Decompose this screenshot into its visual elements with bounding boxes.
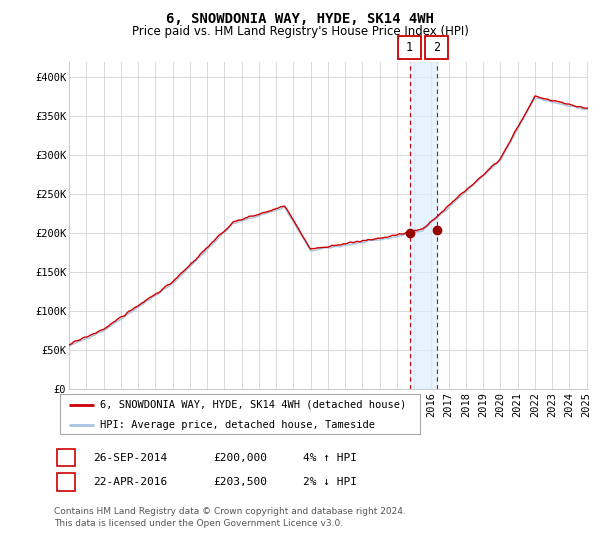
Text: Contains HM Land Registry data © Crown copyright and database right 2024.
This d: Contains HM Land Registry data © Crown c…: [54, 507, 406, 528]
Text: 6, SNOWDONIA WAY, HYDE, SK14 4WH (detached house): 6, SNOWDONIA WAY, HYDE, SK14 4WH (detach…: [100, 400, 406, 409]
Text: Price paid vs. HM Land Registry's House Price Index (HPI): Price paid vs. HM Land Registry's House …: [131, 25, 469, 38]
Text: 22-APR-2016: 22-APR-2016: [93, 477, 167, 487]
Bar: [410, 62, 437, 389]
Text: 1: 1: [406, 41, 413, 54]
Text: £200,000: £200,000: [213, 452, 267, 463]
Text: 4% ↑ HPI: 4% ↑ HPI: [303, 452, 357, 463]
Text: HPI: Average price, detached house, Tameside: HPI: Average price, detached house, Tame…: [100, 420, 374, 430]
Text: £203,500: £203,500: [213, 477, 267, 487]
Text: 1: 1: [62, 452, 70, 463]
Text: 2% ↓ HPI: 2% ↓ HPI: [303, 477, 357, 487]
Text: 2: 2: [62, 477, 70, 487]
Text: 6, SNOWDONIA WAY, HYDE, SK14 4WH: 6, SNOWDONIA WAY, HYDE, SK14 4WH: [166, 12, 434, 26]
Text: 26-SEP-2014: 26-SEP-2014: [93, 452, 167, 463]
Text: 2: 2: [433, 41, 440, 54]
